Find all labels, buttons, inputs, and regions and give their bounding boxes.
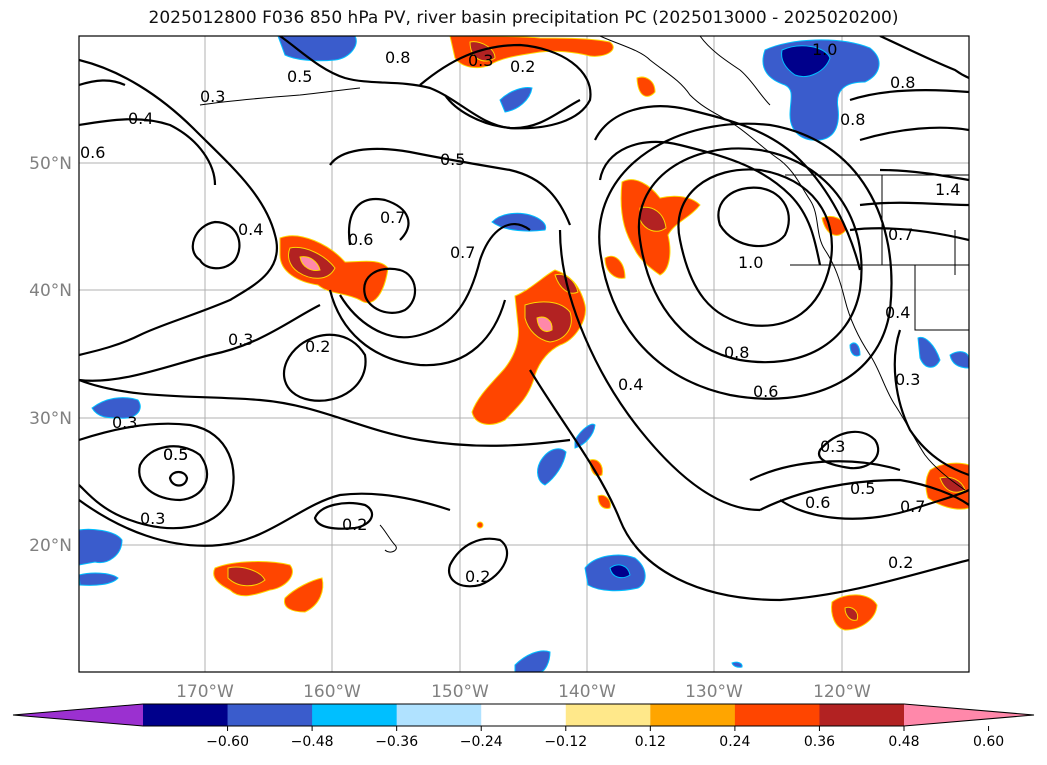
map-area: 0.5 0.8 0.3 0.2 0.3 0.4 0.6 0.5 0.5 0.7 … xyxy=(79,36,969,672)
contour-label: 0.8 xyxy=(724,343,749,362)
lat-label: 30°N xyxy=(29,409,72,429)
colorbar-outline xyxy=(12,703,1035,727)
map-title: 2025012800 F036 850 hPa PV, river basin … xyxy=(148,8,899,28)
colorbar-segment xyxy=(481,704,567,726)
contour-label: 0.6 xyxy=(80,143,105,162)
colorbar-segment xyxy=(565,704,651,726)
lon-label: 130°W xyxy=(685,682,743,702)
colorbar-segment xyxy=(734,704,820,726)
contour-label: 0.3 xyxy=(820,437,845,456)
contour-label: 0.3 xyxy=(228,330,253,349)
contour-label: 0.3 xyxy=(140,509,165,528)
contour-label: 0.7 xyxy=(450,243,475,262)
colorbar-segment xyxy=(227,704,313,726)
colorbar-extend-high xyxy=(904,704,1034,726)
contour-label: 0.2 xyxy=(465,567,490,586)
contour-label: 1.0 xyxy=(812,40,837,59)
contour-label: 0.2 xyxy=(342,515,367,534)
colorbar-tick-label: −0.12 xyxy=(544,734,587,750)
pv-contours xyxy=(79,36,969,602)
contour-label: 0.8 xyxy=(385,48,410,67)
lat-label: 40°N xyxy=(29,281,72,301)
latitude-labels: 50°N 40°N 30°N 20°N xyxy=(29,154,72,556)
contour-label: 0.5 xyxy=(850,479,875,498)
lat-label: 50°N xyxy=(29,154,72,174)
colorbar-tick-label: 0.24 xyxy=(719,734,750,750)
colorbar-segment xyxy=(650,704,736,726)
colorbar-segment xyxy=(312,704,398,726)
contour-label: 0.8 xyxy=(840,110,865,129)
contour-label: 0.8 xyxy=(890,73,915,92)
contour-label: 0.3 xyxy=(200,87,225,106)
contour-label: 0.4 xyxy=(618,375,643,394)
colorbar-tick-label: 0.12 xyxy=(635,734,666,750)
precip-positive-areas xyxy=(213,36,969,631)
lon-label: 160°W xyxy=(303,682,361,702)
colorbar-tick-label: −0.48 xyxy=(291,734,334,750)
contour-label: 0.5 xyxy=(163,445,188,464)
contour-label: 0.2 xyxy=(510,57,535,76)
colorbar-tick-label: −0.36 xyxy=(375,734,418,750)
contour-label: 1.0 xyxy=(738,253,763,272)
lon-label: 140°W xyxy=(558,682,616,702)
precip-negative-areas xyxy=(79,36,969,672)
map-frame xyxy=(78,35,970,673)
colorbar-tick-label: 0.36 xyxy=(804,734,835,750)
colorbar-segment xyxy=(396,704,482,726)
contour-label: 0.5 xyxy=(163,445,188,464)
colorbar-extend-low xyxy=(13,704,143,726)
contour-label: 0.3 xyxy=(468,51,493,70)
colorbar-segment xyxy=(143,704,229,726)
contour-label: 0.4 xyxy=(128,109,153,128)
lon-label: 120°W xyxy=(813,682,871,702)
colorbar-segment xyxy=(819,704,905,726)
lat-label: 20°N xyxy=(29,536,72,556)
longitude-labels: 170°W 160°W 150°W 140°W 130°W 120°W xyxy=(176,682,871,702)
contour-label: 0.6 xyxy=(805,493,830,512)
pv-contour-labels: 0.5 0.8 0.3 0.2 0.3 0.4 0.6 0.5 0.5 0.7 … xyxy=(80,40,960,586)
colorbar-tick-label: 0.48 xyxy=(888,734,919,750)
contour-label: 1.4 xyxy=(935,180,960,199)
contour-label: 0.7 xyxy=(380,208,405,227)
colorbar-tick-label: −0.24 xyxy=(460,734,503,750)
contour-label: 0.7 xyxy=(888,225,913,244)
contour-label: 0.7 xyxy=(900,497,925,516)
contour-label: 0.3 xyxy=(895,370,920,389)
contour-label: 0.5 xyxy=(440,150,465,169)
colorbar-tick-label: −0.60 xyxy=(206,734,249,750)
lon-label: 150°W xyxy=(431,682,489,702)
contour-label: 0.3 xyxy=(112,413,137,432)
contour-label: 0.6 xyxy=(348,230,373,249)
contour-label: 0.6 xyxy=(753,382,778,401)
contour-label: 0.2 xyxy=(305,337,330,356)
contour-label: 0.5 xyxy=(287,67,312,86)
colorbar: −0.60 −0.48 −0.36 −0.24 −0.12 0.12 0.24 0.36 0.4… xyxy=(12,703,1035,750)
contour-label: 0.4 xyxy=(238,220,263,239)
contour-label: 0.2 xyxy=(888,553,913,572)
lon-label: 170°W xyxy=(176,682,234,702)
colorbar-tick-label: 0.60 xyxy=(973,734,1004,750)
contour-label: 0.4 xyxy=(885,303,910,322)
